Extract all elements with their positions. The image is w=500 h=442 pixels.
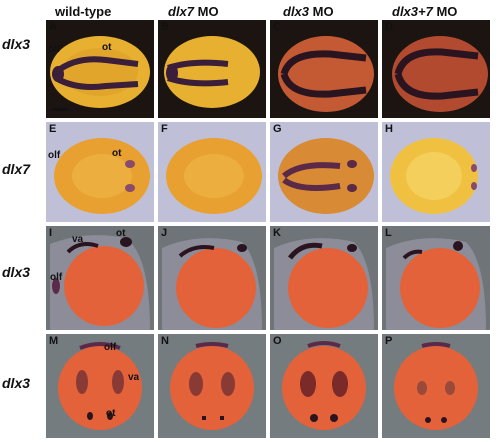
panel-label-c: C <box>273 21 281 33</box>
panel-label-i: I <box>49 227 53 239</box>
annotation-olf: olf <box>50 272 63 283</box>
panel-a: A olf ot <box>46 20 154 118</box>
row-label-dlx3-lateral: dlx3 <box>2 264 31 280</box>
panel-label-n: N <box>161 335 169 347</box>
panel-label-d: D <box>385 21 393 33</box>
panel-label-f: F <box>161 123 168 135</box>
panel-e: E olf ot <box>46 122 154 222</box>
embryo-image-j <box>158 226 266 330</box>
scale-bar <box>52 108 68 111</box>
panel-m: M olf va ot <box>46 334 154 438</box>
panel-n: N <box>158 334 266 438</box>
column-header-dlx7-mo: dlx7 MO <box>168 4 219 19</box>
panel-i: I va ot olf <box>46 226 154 330</box>
embryo-image-d <box>382 20 490 118</box>
embryo-image-h <box>382 122 490 222</box>
annotation-ot: ot <box>106 408 116 419</box>
panel-label-a: A <box>49 21 57 33</box>
row-label-dlx3-dorsal: dlx3 <box>2 36 31 52</box>
annotation-va: va <box>128 372 140 383</box>
panel-label-k: K <box>273 227 281 239</box>
embryo-image-c <box>270 20 378 118</box>
panel-label-h: H <box>385 123 393 135</box>
panel-p: P <box>382 334 490 438</box>
panel-label-b: B <box>161 21 169 33</box>
annotation-va: va <box>72 234 84 245</box>
panel-k: K <box>270 226 378 330</box>
embryo-image-e <box>46 122 154 222</box>
annotation-ot: ot <box>116 228 126 239</box>
embryo-image-b <box>158 20 266 118</box>
row-label-dlx3-frontal: dlx3 <box>2 375 31 391</box>
embryo-image-m <box>46 334 154 438</box>
panel-o: O <box>270 334 378 438</box>
embryo-image-a <box>46 20 154 118</box>
embryo-image-p <box>382 334 490 438</box>
column-header-dlx3-mo: dlx3 MO <box>283 4 334 19</box>
annotation-olf: olf <box>48 150 61 161</box>
panel-label-g: G <box>273 123 282 135</box>
panel-label-j: J <box>161 227 168 239</box>
panel-d: D <box>382 20 490 118</box>
annotation-olf: olf <box>104 342 117 353</box>
panel-label-o: O <box>273 335 282 347</box>
annotation-ot: ot <box>102 42 112 53</box>
annotation-ot: ot <box>112 148 122 159</box>
embryo-image-i <box>46 226 154 330</box>
row-label-dlx7: dlx7 <box>2 161 31 177</box>
panel-label-l: L <box>385 227 392 239</box>
panel-l: L <box>382 226 490 330</box>
panel-label-p: P <box>385 335 393 347</box>
panel-c: C <box>270 20 378 118</box>
column-header-dlx3-7-mo: dlx3+7 MO <box>392 4 458 19</box>
embryo-image-g <box>270 122 378 222</box>
embryo-image-n <box>158 334 266 438</box>
panel-h: H <box>382 122 490 222</box>
panel-j: J <box>158 226 266 330</box>
panel-f: F <box>158 122 266 222</box>
embryo-image-k <box>270 226 378 330</box>
column-header-wild-type: wild-type <box>55 4 112 19</box>
panel-label-e: E <box>49 123 57 135</box>
annotation-olf: olf <box>48 44 61 55</box>
embryo-image-l <box>382 226 490 330</box>
embryo-image-o <box>270 334 378 438</box>
panel-label-m: M <box>49 335 59 347</box>
panel-b: B <box>158 20 266 118</box>
panel-g: G <box>270 122 378 222</box>
embryo-image-f <box>158 122 266 222</box>
